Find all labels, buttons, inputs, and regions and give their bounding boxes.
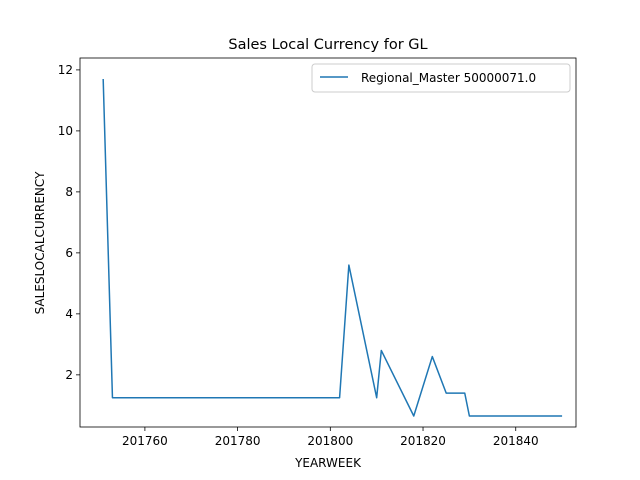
x-tick-label: 201820 (400, 434, 446, 448)
x-axis-label: YEARWEEK (294, 456, 362, 470)
y-tick-label: 12 (58, 63, 73, 77)
legend: Regional_Master 50000071.0 (311, 63, 571, 93)
series-line-0 (102, 79, 563, 417)
x-tick-label: 201780 (215, 434, 261, 448)
x-tick-label: 201800 (307, 434, 353, 448)
y-tick-label: 4 (65, 307, 73, 321)
y-axis-label: SALESLOCALCURRENCY (33, 171, 47, 314)
plot-frame (79, 57, 577, 428)
y-tick-label: 6 (65, 246, 73, 260)
y-tick-label: 8 (65, 185, 73, 199)
y-tick-label: 10 (58, 124, 73, 138)
x-tick-label: 201760 (122, 434, 168, 448)
x-tick-label: 201840 (493, 434, 539, 448)
legend-box (311, 63, 571, 93)
chart-title: Sales Local Currency for GL (228, 37, 427, 53)
legend-label: Regional_Master 50000071.0 (361, 71, 536, 85)
y-tick-label: 2 (65, 368, 73, 382)
